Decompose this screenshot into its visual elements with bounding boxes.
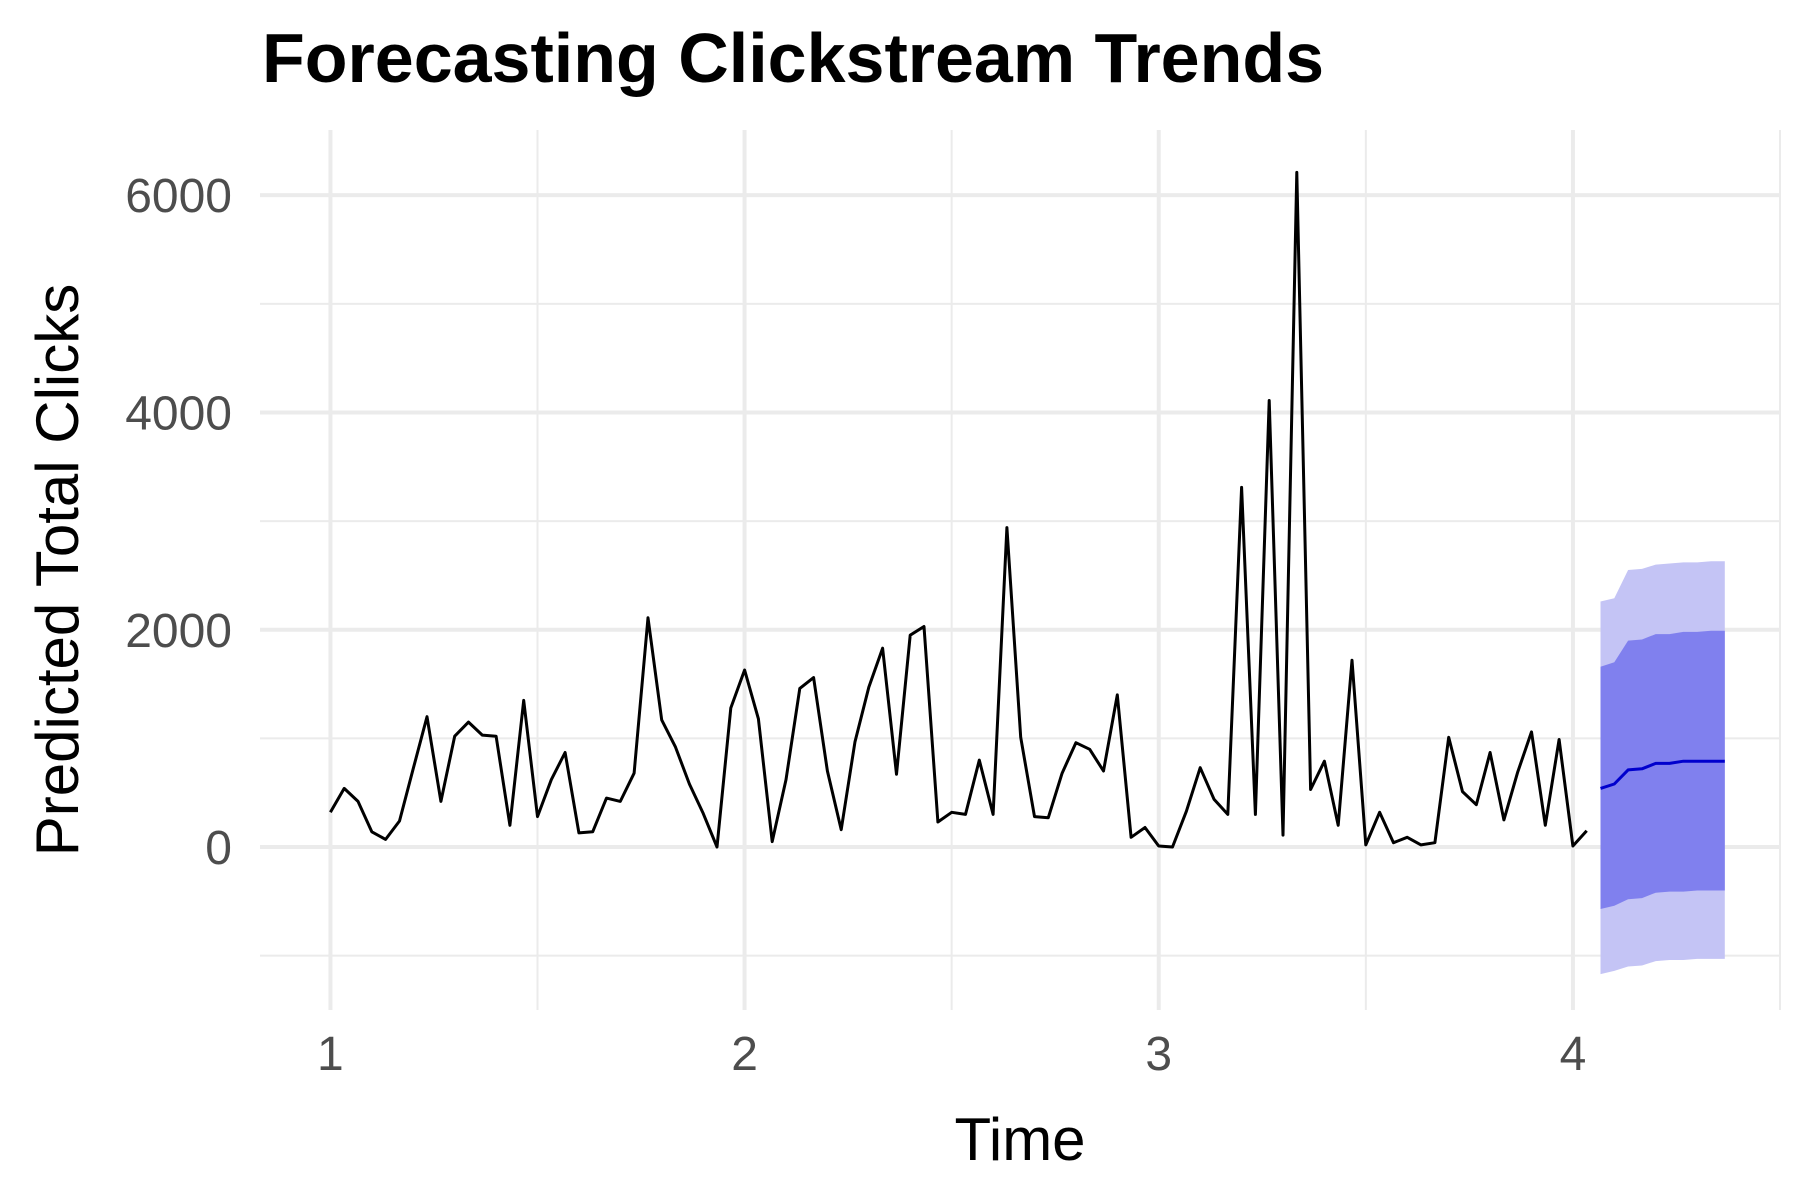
observed-series-line [329, 170, 1588, 849]
x-tick-label: 2 [731, 1028, 758, 1081]
y-tick-label: 4000 [125, 387, 232, 440]
y-tick-label: 0 [205, 822, 232, 875]
chart-title: Forecasting Clickstream Trends [262, 19, 1325, 97]
forecast-mean-line [1600, 759, 1725, 790]
y-tick-label: 6000 [125, 170, 232, 223]
series-lines [329, 170, 1725, 849]
grid-major-lines [260, 130, 1780, 1010]
y-axis-ticks: 0 2000 4000 6000 [125, 170, 232, 875]
x-tick-label: 4 [1560, 1028, 1587, 1081]
x-tick-label: 3 [1145, 1028, 1172, 1081]
forecast-intervals [1600, 561, 1725, 975]
y-tick-label: 2000 [125, 605, 232, 658]
forecast-80-interval-band [1600, 630, 1725, 909]
x-axis-ticks: 1 2 3 4 [317, 1028, 1586, 1081]
x-axis-label: Time [954, 1106, 1085, 1173]
x-tick-label: 1 [317, 1028, 344, 1081]
grid-minor-lines [260, 130, 1781, 1010]
y-axis-label: Predicted Total Clicks [24, 284, 91, 856]
